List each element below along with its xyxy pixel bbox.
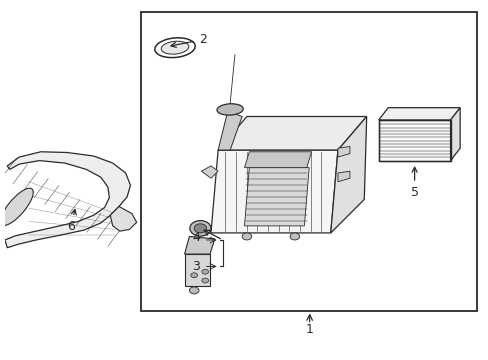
Polygon shape [337, 147, 349, 157]
Polygon shape [184, 254, 209, 286]
Polygon shape [378, 108, 459, 120]
Bar [141, 13, 476, 311]
Circle shape [242, 233, 251, 240]
Polygon shape [210, 150, 337, 233]
Circle shape [202, 278, 208, 283]
Circle shape [189, 287, 199, 294]
Polygon shape [201, 166, 218, 178]
Polygon shape [244, 168, 308, 226]
Text: 4: 4 [192, 231, 200, 244]
Circle shape [202, 269, 208, 274]
Polygon shape [5, 152, 130, 248]
Ellipse shape [0, 188, 33, 225]
Ellipse shape [161, 41, 188, 54]
Circle shape [289, 233, 299, 240]
Text: 3: 3 [192, 260, 200, 273]
Polygon shape [449, 108, 459, 161]
Text: 2: 2 [171, 33, 206, 47]
Text: 5: 5 [410, 167, 418, 199]
Polygon shape [244, 152, 311, 168]
Circle shape [189, 221, 210, 236]
Polygon shape [337, 171, 349, 182]
Polygon shape [218, 117, 366, 150]
Polygon shape [184, 237, 214, 254]
Circle shape [194, 224, 206, 233]
Polygon shape [110, 207, 137, 231]
Circle shape [190, 273, 197, 278]
Text: 1: 1 [305, 323, 313, 337]
Ellipse shape [217, 104, 243, 115]
Text: 6: 6 [67, 210, 76, 233]
Polygon shape [330, 117, 366, 233]
Polygon shape [218, 111, 242, 150]
Polygon shape [378, 120, 449, 161]
